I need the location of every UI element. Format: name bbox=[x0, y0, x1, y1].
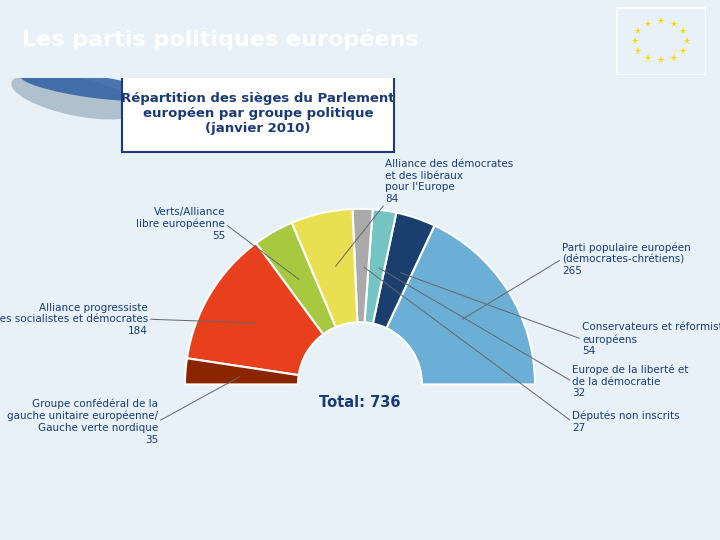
Text: Europe de la liberté et
de la démocratie
32: Europe de la liberté et de la démocratie… bbox=[572, 364, 688, 399]
Ellipse shape bbox=[21, 72, 159, 101]
Wedge shape bbox=[373, 213, 434, 328]
Text: Répartition des sièges du Parlement
européen par groupe politique
(janvier 2010): Répartition des sièges du Parlement euro… bbox=[121, 92, 395, 135]
Text: Groupe confédéral de la
gauche unitaire européenne/
Gauche verte nordique
35: Groupe confédéral de la gauche unitaire … bbox=[7, 399, 158, 444]
Wedge shape bbox=[353, 209, 373, 322]
Text: Alliance progressiste
des socialistes et démocrates
184: Alliance progressiste des socialistes et… bbox=[0, 302, 148, 336]
Wedge shape bbox=[185, 358, 299, 384]
Text: Députés non inscrits
27: Députés non inscrits 27 bbox=[572, 410, 680, 433]
Text: Verts/Alliance
libre européenne
55: Verts/Alliance libre européenne 55 bbox=[136, 207, 225, 241]
Wedge shape bbox=[387, 226, 535, 384]
Wedge shape bbox=[292, 209, 357, 327]
FancyBboxPatch shape bbox=[122, 75, 394, 152]
Text: Conservateurs et réformistes
européens
54: Conservateurs et réformistes européens 5… bbox=[582, 322, 720, 356]
Text: Total: 736: Total: 736 bbox=[319, 395, 401, 410]
Wedge shape bbox=[364, 209, 396, 323]
Wedge shape bbox=[256, 222, 336, 334]
Text: Alliance des démocrates
et des libéraux
pour l'Europe
84: Alliance des démocrates et des libéraux … bbox=[385, 159, 513, 204]
Ellipse shape bbox=[12, 73, 139, 119]
Text: Les partis politiques européens: Les partis politiques européens bbox=[22, 29, 418, 50]
Text: Parti populaire européen
(démocrates-chrétiens)
265: Parti populaire européen (démocrates-chr… bbox=[562, 242, 690, 276]
Wedge shape bbox=[187, 243, 323, 375]
